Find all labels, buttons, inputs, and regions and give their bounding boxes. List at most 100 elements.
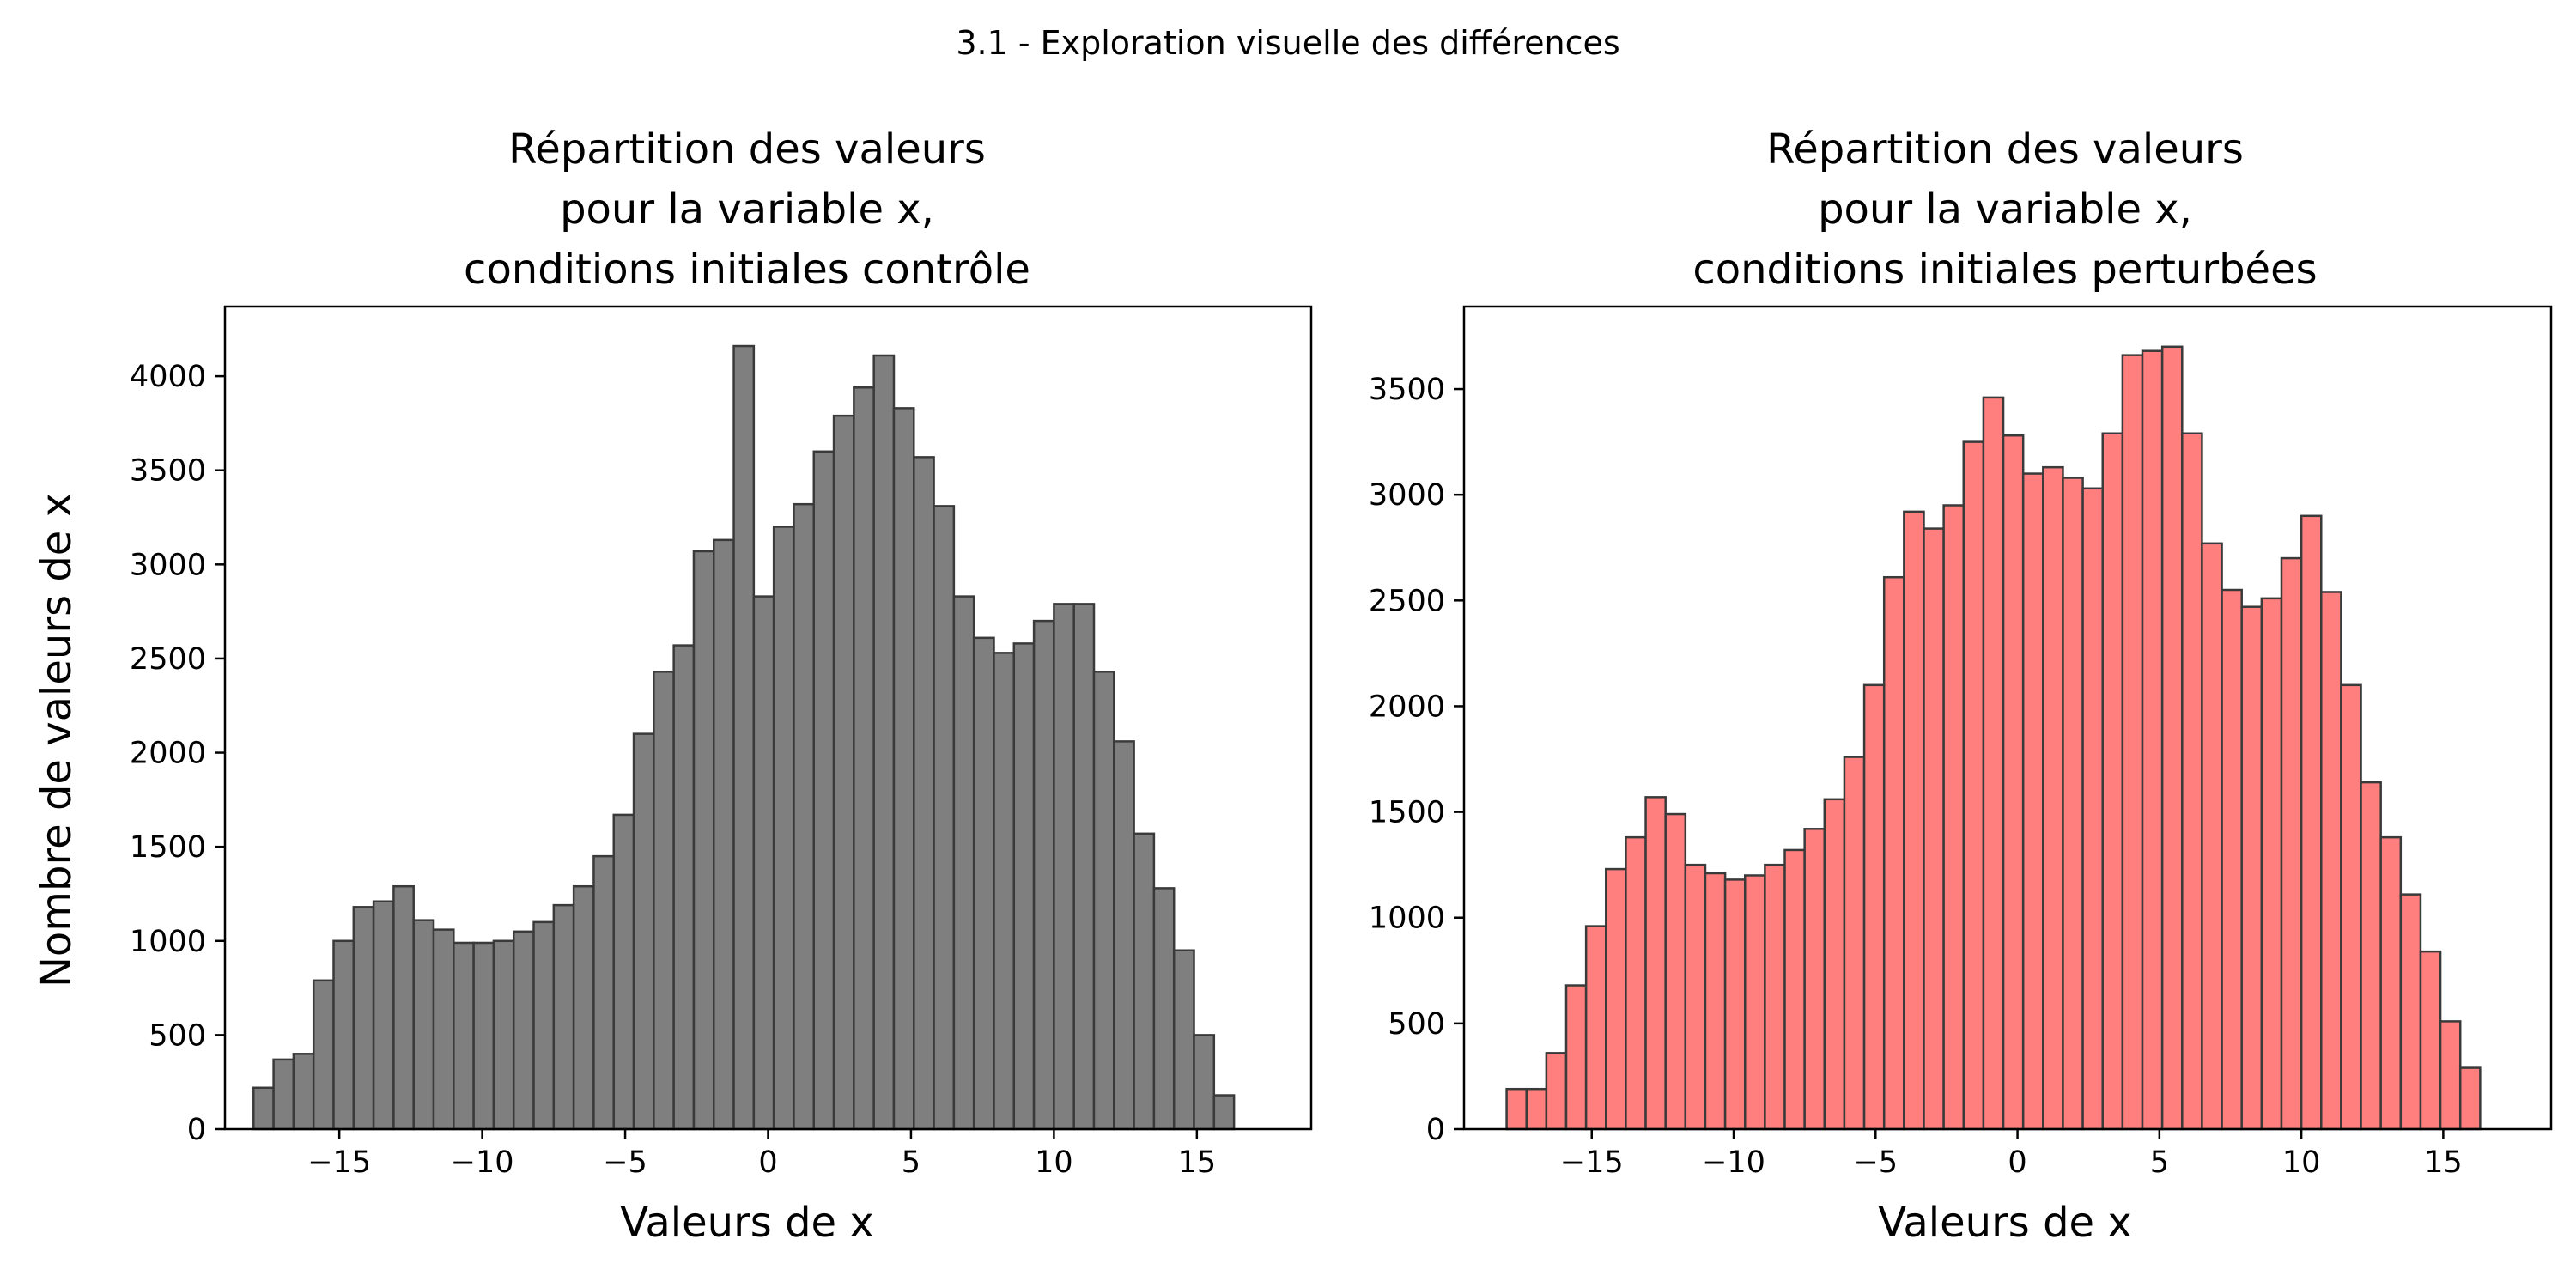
panel-perturbed-bar (1525, 1087, 1548, 1131)
panel-perturbed-title-line-1: Répartition des valeurs (1766, 125, 2244, 173)
panel-control-y-tick-label: 0 (187, 1113, 206, 1147)
panel-perturbed-x-tick-label: 0 (2008, 1145, 2026, 1180)
panel-perturbed-bar (2399, 893, 2422, 1131)
panel-control-axes-frame (223, 305, 1313, 1131)
panel-perturbed-y-tick-label: 3500 (1369, 373, 1445, 407)
panel-perturbed-bar (1803, 828, 1826, 1131)
panel-perturbed-bar (1564, 984, 1588, 1131)
panel-control-bar (653, 671, 675, 1131)
panel-control-bar (392, 884, 415, 1131)
panel-control-bar (592, 854, 615, 1131)
panel-control-bar (972, 636, 995, 1131)
panel-perturbed-bar (2062, 477, 2084, 1131)
panel-perturbed-bar (2419, 950, 2442, 1131)
panel-perturbed-axes-frame (1462, 305, 2553, 1131)
panel-perturbed-bar (2221, 588, 2243, 1131)
panel-control-bar (913, 456, 935, 1131)
panel-perturbed-bar (1664, 812, 1687, 1131)
panel-perturbed-bar (1684, 863, 1707, 1131)
panel-control-x-tick-label: −5 (603, 1145, 647, 1180)
panel-control-bar (432, 928, 455, 1131)
panel-control-bar (1133, 832, 1156, 1131)
panel-control-bar (612, 813, 635, 1131)
panel-control-title-line-3: conditions initiales contrôle (464, 246, 1030, 294)
panel-control-bar (532, 920, 556, 1131)
panel-control-y-tick-label: 4000 (130, 360, 206, 394)
panel-perturbed-bar (2379, 835, 2403, 1131)
panel-perturbed-bar (1882, 575, 1905, 1131)
panel-control-bar (492, 939, 515, 1131)
panel-control-bar (713, 538, 735, 1131)
panel-perturbed-bar (1743, 874, 1766, 1131)
panel-perturbed-x-tick-label: 15 (2424, 1145, 2463, 1180)
figure-suptitle: 3.1 - Exploration visuelle des différenc… (956, 24, 1619, 62)
panel-control-bar (993, 652, 1016, 1131)
panel-perturbed-bar (2121, 354, 2144, 1131)
panel-control-bar (1032, 619, 1055, 1131)
panel-control-bar (952, 595, 975, 1131)
panel-control-y-tick-label: 3000 (130, 548, 206, 582)
panel-control-bar (692, 550, 715, 1131)
panel-perturbed-bar (1644, 796, 1667, 1131)
panel-control-bar (1212, 1094, 1236, 1131)
panel-perturbed-y-tick-label: 3000 (1369, 478, 1445, 513)
panel-perturbed-bar (1704, 872, 1727, 1131)
panel-control-bar (853, 386, 875, 1131)
panel-control: Répartition des valeurs pour la variable… (33, 125, 1313, 1247)
panel-perturbed-bar (2081, 487, 2104, 1131)
panel-control-bar (453, 941, 475, 1131)
panel-perturbed-x-tick-label: 5 (2150, 1145, 2169, 1180)
panel-perturbed-bar (2002, 434, 2025, 1131)
panel-perturbed-bar (1605, 867, 1627, 1131)
panel-perturbed-bar (1764, 863, 1786, 1131)
panel-control-title-line-1: Répartition des valeurs (508, 125, 986, 173)
panel-control-bar (332, 939, 355, 1131)
panel-control-bar (1113, 740, 1135, 1131)
panel-control-y-tick-label: 3500 (130, 454, 206, 489)
panel-perturbed: Répartition des valeurs pour la variable… (1369, 125, 2553, 1247)
panel-perturbed-x-tick-label: −10 (1702, 1145, 1765, 1180)
panel-perturbed-bar (2201, 542, 2223, 1131)
panel-perturbed-bar (1942, 504, 1965, 1131)
panel-perturbed-x-tick-label: −5 (1853, 1145, 1898, 1180)
panel-perturbed-bar (1783, 848, 1806, 1131)
panel-control-y-tick-label: 500 (149, 1018, 206, 1053)
panel-control-bar (632, 732, 655, 1131)
panel-control-bar (352, 906, 375, 1131)
panel-perturbed-bar (1505, 1087, 1528, 1131)
panel-perturbed-y-tick-label: 0 (1426, 1113, 1445, 1147)
panel-control-bar (1053, 603, 1075, 1131)
panel-perturbed-y-tick-label: 500 (1388, 1007, 1445, 1042)
panel-perturbed-y-ticks: 0 500 1000 1500 2000 2500 3000 3500 (1369, 373, 1464, 1147)
panel-perturbed-x-axis-label: Valeurs de x (1878, 1199, 2131, 1247)
panel-perturbed-bar (2042, 465, 2064, 1131)
panel-control-bar (872, 354, 896, 1131)
panel-perturbed-bar (2320, 591, 2342, 1131)
panel-perturbed-bar (1903, 510, 1925, 1131)
panel-perturbed-bar (1584, 925, 1607, 1131)
panel-perturbed-bar (2260, 597, 2283, 1131)
panel-control-bars (252, 344, 1236, 1131)
panel-perturbed-bar (2360, 781, 2382, 1131)
panel-control-y-ticks: 0 500 1000 1500 2000 2500 3000 3500 4000 (130, 360, 225, 1147)
panel-perturbed-x-tick-label: 10 (2282, 1145, 2321, 1180)
panel-control-bar (1012, 642, 1036, 1131)
panel-control-bar (1152, 887, 1176, 1131)
panel-perturbed-bar (1962, 440, 1985, 1131)
panel-control-bar (933, 505, 956, 1131)
panel-perturbed-title-line-2: pour la variable x, (1818, 185, 2192, 234)
panel-control-bar (1193, 1034, 1216, 1131)
panel-perturbed-bar (2101, 432, 2124, 1131)
panel-perturbed-bar (2300, 514, 2323, 1131)
panel-control-x-tick-label: 0 (758, 1145, 777, 1180)
panel-control-bar (412, 919, 435, 1131)
panel-perturbed-bar (2160, 345, 2184, 1131)
panel-control-y-tick-label: 1500 (130, 830, 206, 865)
panel-perturbed-y-tick-label: 1000 (1369, 902, 1445, 936)
panel-perturbed-y-tick-label: 2000 (1369, 690, 1445, 724)
panel-perturbed-bar (2280, 556, 2303, 1131)
panel-control-x-tick-label: 5 (902, 1145, 920, 1180)
panel-perturbed-bar (2141, 349, 2164, 1131)
panel-perturbed-bar (1625, 835, 1647, 1131)
